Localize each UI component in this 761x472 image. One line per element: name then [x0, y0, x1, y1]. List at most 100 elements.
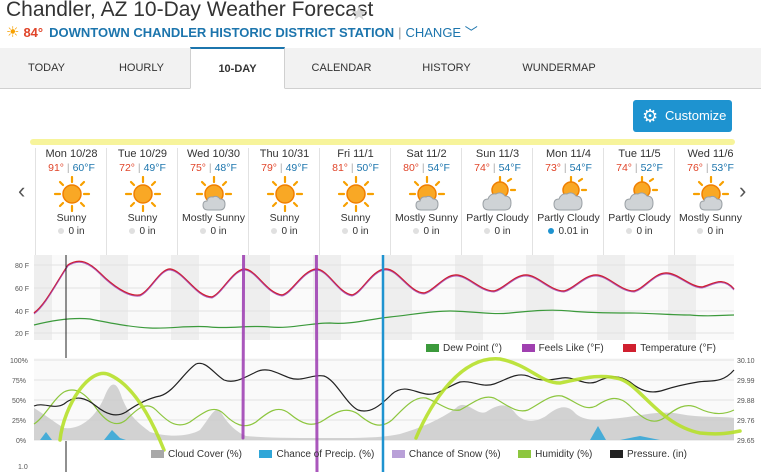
tab-10-day[interactable]: 10-DAY — [190, 47, 285, 89]
legend-humidity: Humidity (%) — [535, 449, 593, 460]
forecast-day[interactable]: Wed 11/6 76° | 53°F Mostly Sunny 0 in — [674, 148, 746, 256]
raindrop-icon — [129, 228, 136, 234]
next-arrow-icon[interactable]: › — [739, 178, 747, 203]
low-temp: 60°F — [72, 162, 95, 174]
mostly-sunny-icon — [675, 175, 746, 212]
day-precip: 0 in — [320, 226, 391, 237]
y-tick-label: 80 F — [15, 263, 29, 270]
tab-hourly[interactable]: HOURLY — [118, 62, 165, 74]
tab-history[interactable]: HISTORY — [422, 62, 471, 74]
forecast-day[interactable]: Tue 10/29 72° | 49°F Sunny 0 in — [106, 148, 178, 256]
y-tick-label: 60 F — [15, 286, 29, 293]
sun-icon — [249, 175, 320, 213]
low-temp: 50°F — [356, 162, 379, 174]
raindrop-icon — [413, 228, 420, 234]
day-condition: Mostly Sunny — [394, 212, 459, 224]
day-condition: Partly Cloudy — [537, 212, 600, 224]
change-station-link[interactable]: CHANGE — [405, 25, 462, 40]
chevron-down-icon[interactable]: ﹀ — [461, 25, 478, 40]
forecast-day[interactable]: Mon 10/28 91° | 60°F Sunny 0 in — [35, 148, 107, 256]
dew-point-swatch — [426, 344, 439, 352]
y2-tick-label: 29.65 — [737, 438, 755, 445]
tab-wundermap[interactable]: WUNDERMAP — [522, 62, 596, 74]
low-temp: 49°F — [143, 162, 166, 174]
day-precip: 0 in — [391, 226, 462, 237]
station-info: ☀ 84° DOWNTOWN CHANDLER HISTORIC DISTRICT … — [6, 22, 478, 41]
raindrop-icon — [58, 228, 65, 234]
forecast-day[interactable]: Fri 11/1 81° | 50°F Sunny 0 in — [319, 148, 391, 256]
low-temp: 48°F — [214, 162, 237, 174]
day-temps: 80° | 54°F — [403, 162, 450, 174]
low-temp: 53°F — [711, 162, 734, 174]
temp-legend: Dew Point (°) Feels Like (°F) Temperatur… — [426, 343, 716, 354]
day-name: Sun 11/3 — [475, 148, 520, 160]
precip-chance-area — [40, 426, 660, 440]
day-condition: Mostly Sunny — [181, 212, 246, 224]
day-condition: Sunny — [127, 212, 158, 224]
legend-snow-chance: Chance of Snow (%) — [408, 449, 501, 460]
y-tick-label: 25% — [12, 418, 26, 425]
day-precip: 0 in — [107, 226, 178, 237]
low-temp: 49°F — [285, 162, 308, 174]
forecast-day[interactable]: Thu 10/31 79° | 49°F Sunny 0 in — [248, 148, 320, 256]
partly-cloudy-icon — [533, 175, 604, 212]
tab-today[interactable]: TODAY — [28, 62, 65, 74]
precip-amount: 0 in — [281, 226, 298, 237]
customize-button[interactable]: ⚙ Customize — [633, 100, 732, 132]
legend-precip-chance: Chance of Precip. (%) — [276, 449, 375, 460]
forecast-day[interactable]: Sun 11/3 74° | 54°F Partly Cloudy 0 in — [461, 148, 533, 256]
pressure-swatch — [609, 450, 623, 458]
day-precip: 0 in — [604, 226, 675, 237]
feels-like-swatch — [521, 344, 535, 352]
day-condition: Mostly Sunny — [678, 212, 743, 224]
day-name: Thu 10/31 — [259, 148, 310, 160]
precip-amount: 0 in — [636, 226, 653, 237]
separator: | — [398, 25, 402, 40]
day-name: Mon 11/4 — [545, 148, 592, 160]
day-name: Tue 11/5 — [618, 148, 661, 160]
y2-tick-label: 29.99 — [737, 378, 755, 385]
low-temp: 52°F — [640, 162, 663, 174]
forecast-day[interactable]: Tue 11/5 74° | 52°F Partly Cloudy 0 in — [603, 148, 675, 256]
y2-tick-label: 30.10 — [737, 358, 755, 365]
current-temp: 84° — [23, 25, 44, 40]
y-tick-label: 0% — [16, 438, 26, 445]
sun-icon: ☀ — [6, 24, 20, 41]
forecast-day[interactable]: Mon 11/4 73° | 54°F Partly Cloudy 0.01 i… — [532, 148, 604, 256]
day-temps: 81° | 50°F — [332, 162, 379, 174]
snow-chance-swatch — [391, 450, 405, 458]
day-temps: 91° | 60°F — [48, 162, 95, 174]
precip-amount: 0 in — [494, 226, 511, 237]
low-temp: 54°F — [498, 162, 521, 174]
mostly-sunny-icon — [391, 175, 462, 212]
dew-point-line — [33, 309, 735, 329]
forecast-day[interactable]: Wed 10/30 75° | 48°F Mostly Sunny 0 in — [177, 148, 249, 256]
station-name[interactable]: DOWNTOWN CHANDLER HISTORIC DISTRICT STAT… — [49, 25, 395, 40]
raindrop-icon — [697, 228, 704, 234]
prev-arrow-icon[interactable]: ‹ — [18, 178, 26, 203]
forecast-day[interactable]: Sat 11/2 80° | 54°F Mostly Sunny 0 in — [390, 148, 462, 256]
high-temp: 79° — [261, 162, 277, 174]
legend-feels-like: Feels Like (°F) — [538, 343, 604, 354]
day-temps: 76° | 53°F — [687, 162, 734, 174]
high-temp: 80° — [403, 162, 419, 174]
day-precip: 0 in — [249, 226, 320, 237]
y-tick-label: 100% — [10, 358, 28, 365]
favorite-star-icon[interactable]: ★ — [350, 3, 368, 25]
high-temp: 76° — [687, 162, 703, 174]
precip-amount: 0 in — [707, 226, 724, 237]
high-temp: 81° — [332, 162, 348, 174]
day-precip: 0 in — [675, 226, 746, 237]
day-condition: Partly Cloudy — [608, 212, 671, 224]
y2-tick-label: 29.88 — [737, 398, 755, 405]
precip-amount: 0 in — [423, 226, 440, 237]
humidity-swatch — [518, 450, 532, 458]
day-condition: Sunny — [269, 212, 300, 224]
day-temps: 73° | 54°F — [545, 162, 592, 174]
legend-dew-point: Dew Point (°) — [443, 343, 503, 354]
tab-calendar[interactable]: CALENDAR — [311, 62, 372, 74]
forecast-charts: 80 F 60 F 40 F 20 F 100% 75% 50% 25% 0% … — [10, 255, 755, 472]
day-temps: 72° | 49°F — [119, 162, 166, 174]
high-temp: 75° — [190, 162, 206, 174]
day-precip: 0.01 in — [533, 226, 604, 237]
